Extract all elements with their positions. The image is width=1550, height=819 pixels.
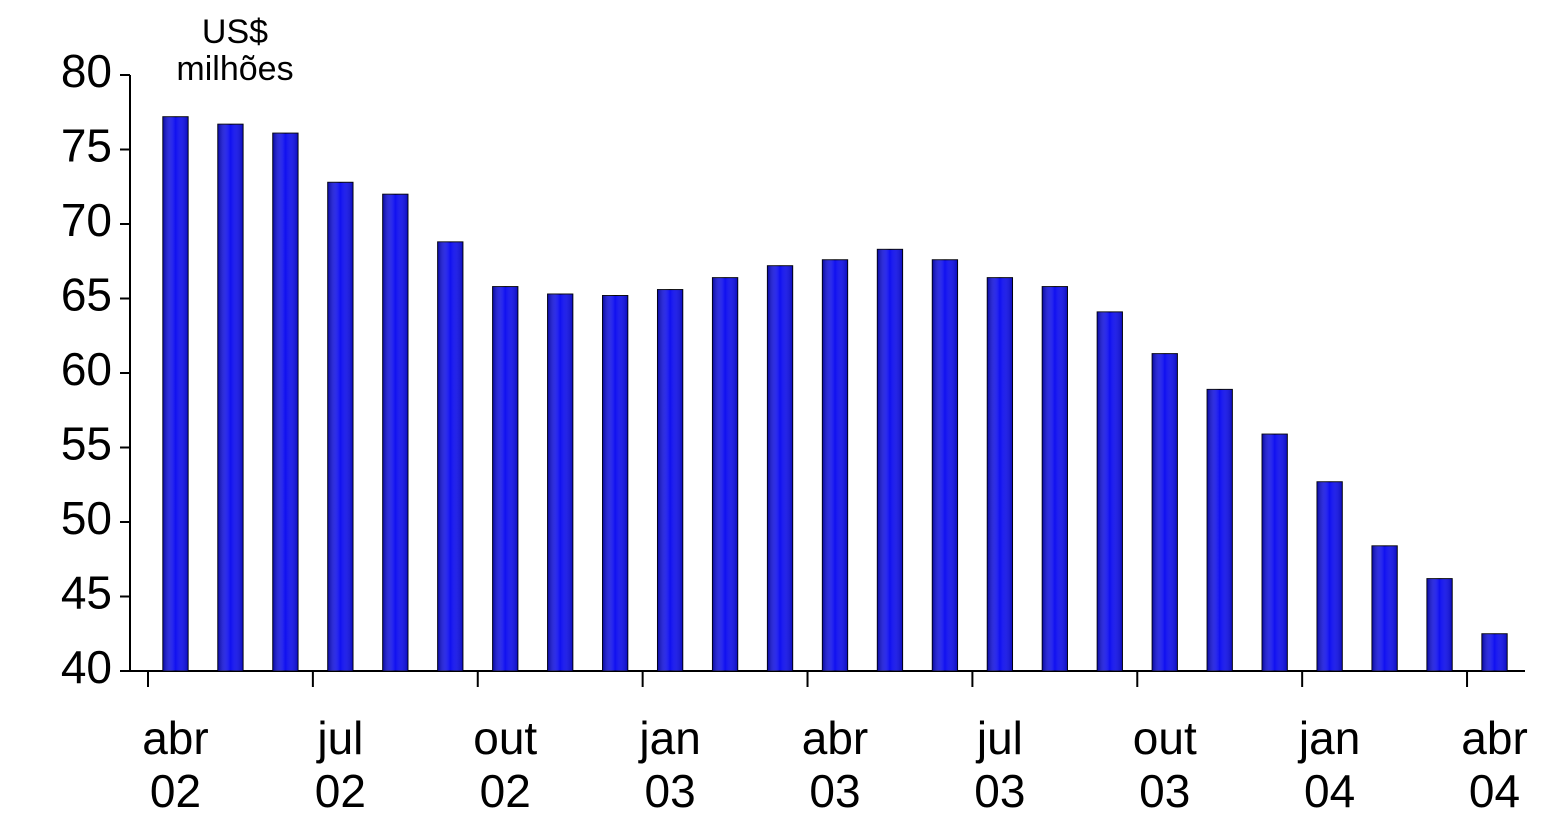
- x-tick-label: jan 04: [1298, 712, 1361, 817]
- bar: [931, 259, 959, 672]
- bar: [1371, 545, 1398, 672]
- bar: [1481, 633, 1508, 672]
- y-tick-label: 50: [61, 492, 112, 544]
- bar: [217, 123, 244, 672]
- bar: [327, 181, 354, 672]
- bar: [766, 265, 794, 672]
- bar: [382, 193, 409, 672]
- y-tick-label: 40: [61, 641, 112, 693]
- x-tick-label: jul 03: [974, 712, 1026, 817]
- y-tick-label: 45: [61, 567, 112, 619]
- bar: [162, 116, 189, 672]
- bar: [876, 248, 904, 672]
- x-tick-label: out 03: [1132, 712, 1197, 817]
- x-tick-label: abr 02: [142, 712, 209, 817]
- y-tick-label: 70: [61, 194, 112, 246]
- bar: [1096, 311, 1123, 672]
- bar: [1261, 433, 1288, 672]
- x-tick-label: out 02: [473, 712, 538, 817]
- y-tick-label: 65: [61, 269, 112, 321]
- bar: [1041, 286, 1068, 672]
- bar: [602, 295, 629, 672]
- y-unit-label: US$ milhões: [176, 13, 294, 89]
- bar: [821, 259, 849, 672]
- bar: [547, 293, 574, 672]
- bar: [1316, 481, 1343, 672]
- bar: [437, 241, 464, 672]
- bar: [656, 289, 684, 672]
- x-tick-label: jan 03: [639, 712, 701, 817]
- x-tick-label: abr 04: [1461, 712, 1528, 817]
- bar: [711, 277, 739, 672]
- y-tick-label: 80: [61, 45, 112, 97]
- bar: [1151, 353, 1178, 672]
- x-tick-label: abr 03: [801, 712, 869, 817]
- bar: [492, 286, 519, 672]
- y-tick-label: 60: [61, 343, 112, 395]
- x-tick-label: jul 02: [314, 712, 366, 817]
- bar: [1426, 578, 1453, 672]
- y-tick-label: 55: [61, 418, 112, 470]
- bar: [272, 132, 299, 672]
- bar: [1206, 388, 1233, 672]
- bar: [986, 277, 1014, 672]
- y-tick-label: 75: [61, 120, 112, 172]
